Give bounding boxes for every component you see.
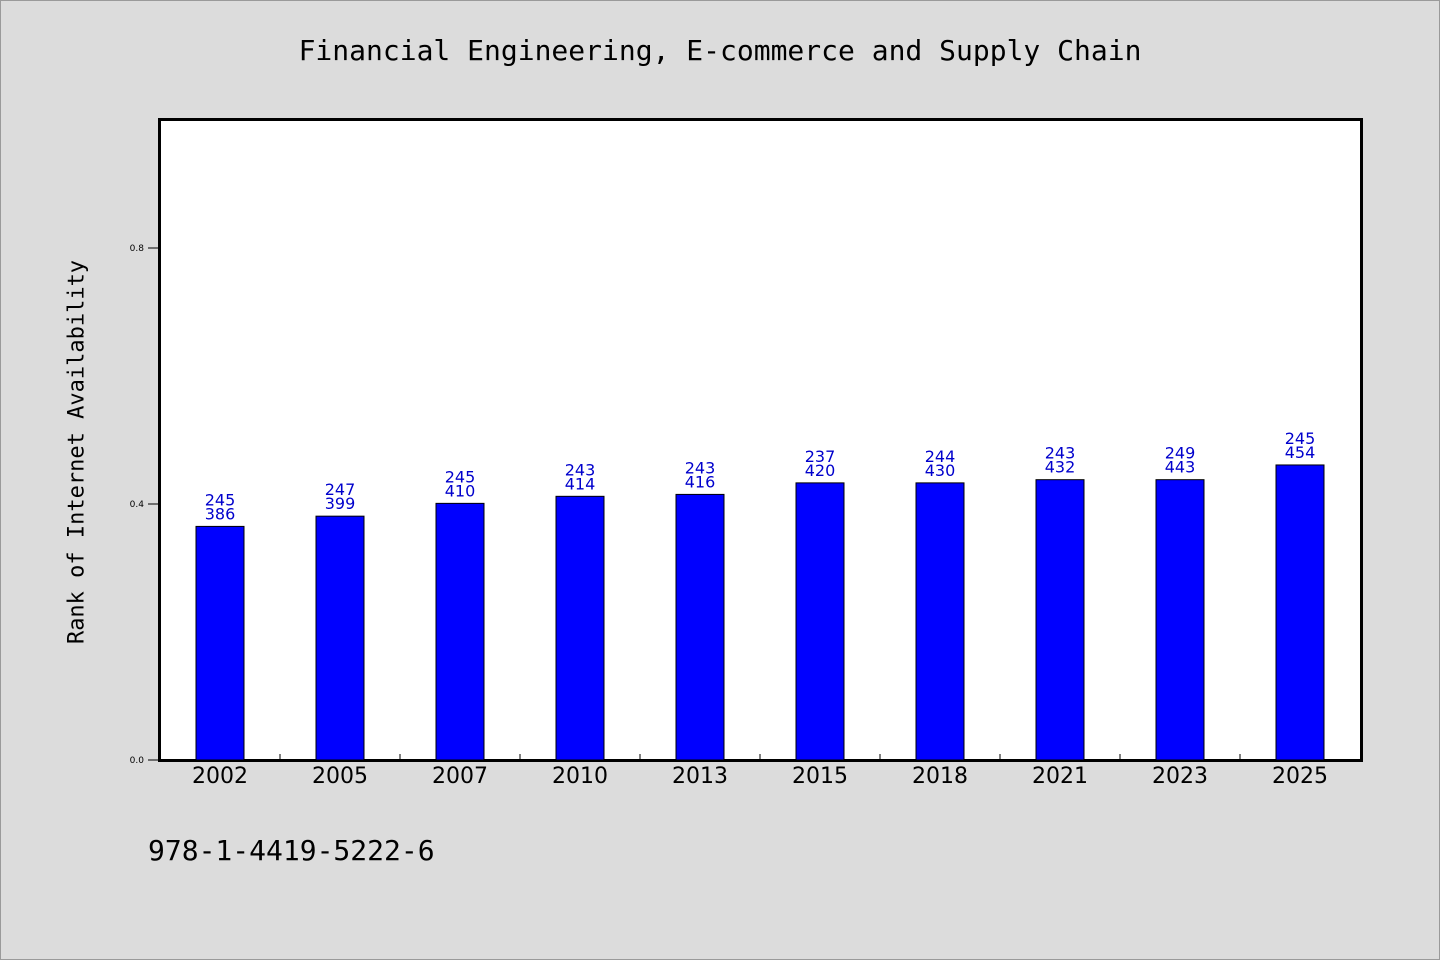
- y-ticks: 0.0 0.4 0.8: [130, 244, 160, 766]
- bar-label-bottom: 454: [1285, 443, 1316, 462]
- x-tick-label: 2013: [672, 764, 728, 789]
- x-tick-label: 2023: [1152, 764, 1208, 789]
- bar-labels: 2453862473992454102434142434162374202444…: [205, 429, 1316, 523]
- x-tick-label: 2010: [552, 764, 608, 789]
- bar-label-bottom: 410: [445, 481, 476, 500]
- y-tick-label: 0.0: [130, 756, 145, 766]
- x-tick-label: 2018: [912, 764, 968, 789]
- bars: [195, 464, 1325, 761]
- bar-label-bottom: 443: [1165, 458, 1196, 477]
- bar-label-bottom: 386: [205, 504, 236, 523]
- bar-label-top: 245: [205, 490, 236, 509]
- x-tick-label: 2002: [192, 764, 248, 789]
- bar: [1155, 479, 1205, 761]
- bar: [675, 493, 725, 761]
- bar-label-top: 247: [325, 480, 356, 499]
- bar-label-bottom: 420: [805, 461, 836, 480]
- bar: [555, 495, 605, 761]
- bar: [1035, 479, 1085, 761]
- x-tick-label: 2021: [1032, 764, 1088, 789]
- x-tick-label: 2015: [792, 764, 848, 789]
- x-tick-label: 2025: [1272, 764, 1328, 789]
- chart-title: Financial Engineering, E-commerce and Su…: [298, 34, 1142, 67]
- bar-label-bottom: 432: [1045, 458, 1076, 477]
- y-tick-label: 0.4: [130, 500, 145, 510]
- bar: [315, 515, 365, 761]
- x-tick-labels: 2002 2005 2007 2010 2013 2015 2018 2021 2023 2025: [192, 764, 1328, 789]
- bar-label-bottom: 416: [685, 472, 716, 491]
- x-tick-label: 2005: [312, 764, 368, 789]
- bar-label-top: 243: [685, 458, 716, 477]
- bar-label-top: 244: [925, 447, 956, 466]
- bar-label-top: 243: [565, 460, 596, 479]
- bar-label-bottom: 430: [925, 461, 956, 480]
- bar: [1275, 464, 1325, 761]
- bar: [915, 482, 965, 761]
- bar-label-bottom: 414: [565, 474, 596, 493]
- bar-label-top: 245: [445, 467, 476, 486]
- bar: [435, 502, 485, 761]
- isbn-text: 978-1-4419-5222-6: [148, 834, 435, 867]
- bar-label-top: 243: [1045, 444, 1076, 463]
- bar: [795, 482, 845, 761]
- x-tick-label: 2007: [432, 764, 488, 789]
- y-tick-label: 0.8: [130, 244, 145, 254]
- bar-label-top: 245: [1285, 429, 1316, 448]
- bar-label-top: 249: [1165, 444, 1196, 463]
- bar-label-bottom: 399: [325, 494, 356, 513]
- bar-label-top: 237: [805, 447, 836, 466]
- x-ticks: [279, 754, 1241, 760]
- bar: [195, 525, 245, 761]
